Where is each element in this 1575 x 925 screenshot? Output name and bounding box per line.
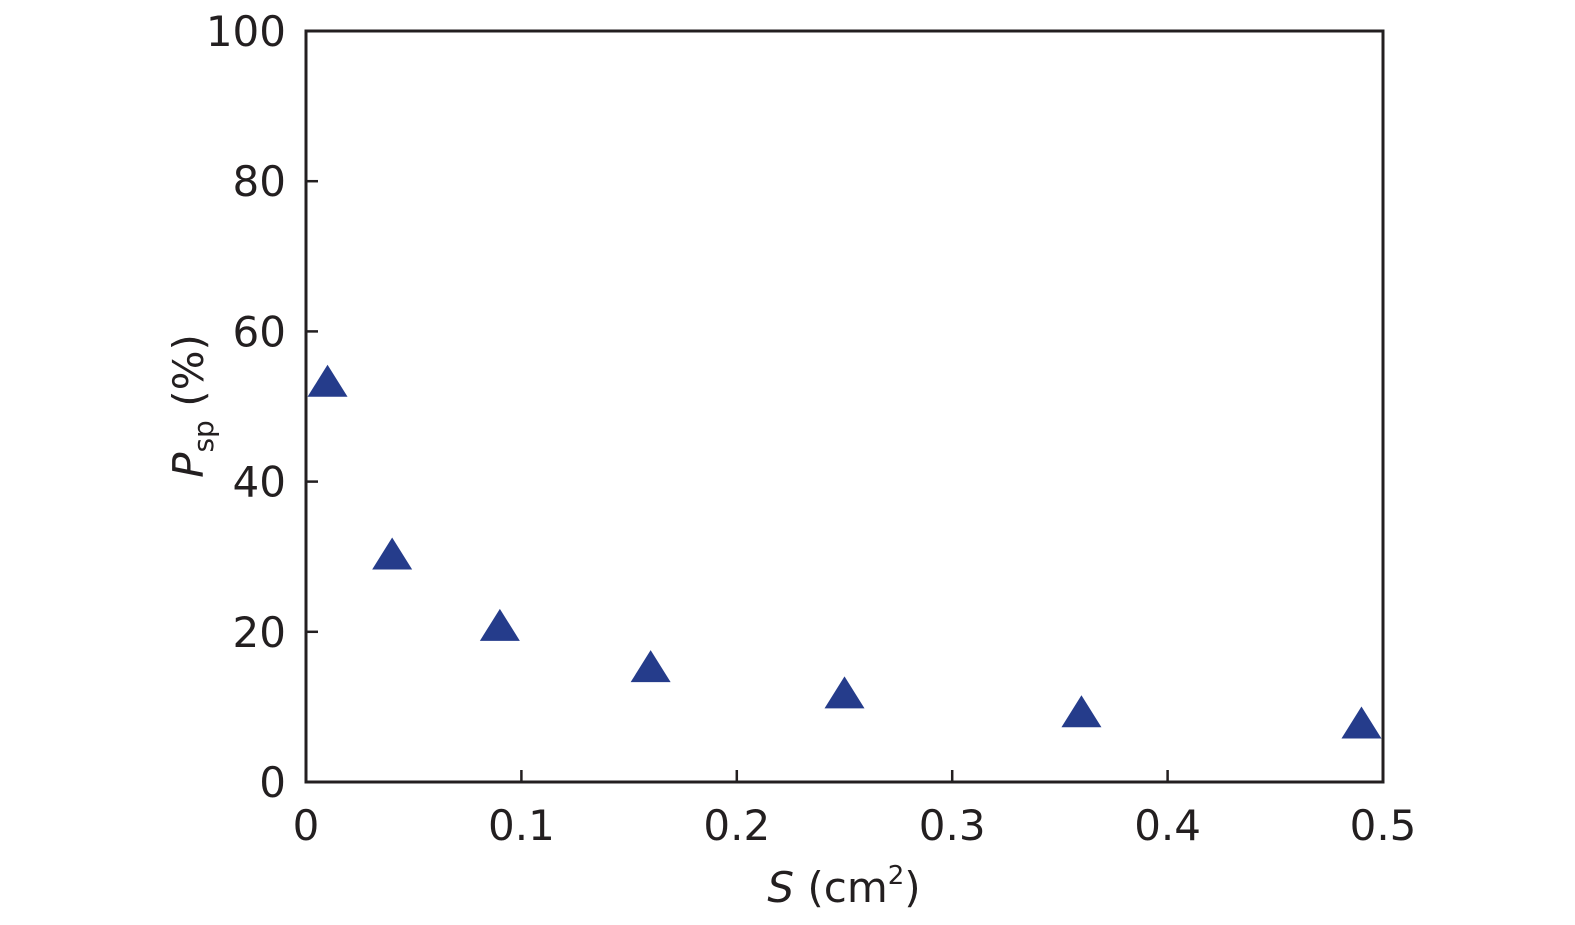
data-point [630,650,671,683]
x-tick-label: 0.5 [1350,801,1417,850]
data-point [479,608,520,641]
y-tick-label: 100 [206,7,286,56]
x-tick-label: 0.3 [919,801,986,850]
x-axis: 0 0.1 0.2 0.3 0.4 0.5 [293,770,1417,850]
data-point [824,676,865,709]
y-tick-label: 60 [233,307,286,356]
y-axis: 0 20 40 60 80 100 [206,7,318,807]
x-tick-label: 0.1 [488,801,555,850]
x-axis-title: S (cm2) [767,861,920,912]
x-tick-label: 0 [293,801,320,850]
x-tick-label: 0.2 [703,801,770,850]
y-tick-label: 80 [233,157,286,206]
data-series [307,364,1382,739]
data-point [1341,706,1382,739]
y-axis-title: Psp (%) [164,334,220,478]
y-tick-label: 0 [259,758,286,807]
data-point [372,537,413,570]
y-tick-label: 40 [233,458,286,507]
data-point [307,364,348,397]
x-tick-label: 0.4 [1134,801,1201,850]
data-point [1061,695,1102,728]
y-tick-label: 20 [233,608,286,657]
plot-frame [304,29,1385,784]
